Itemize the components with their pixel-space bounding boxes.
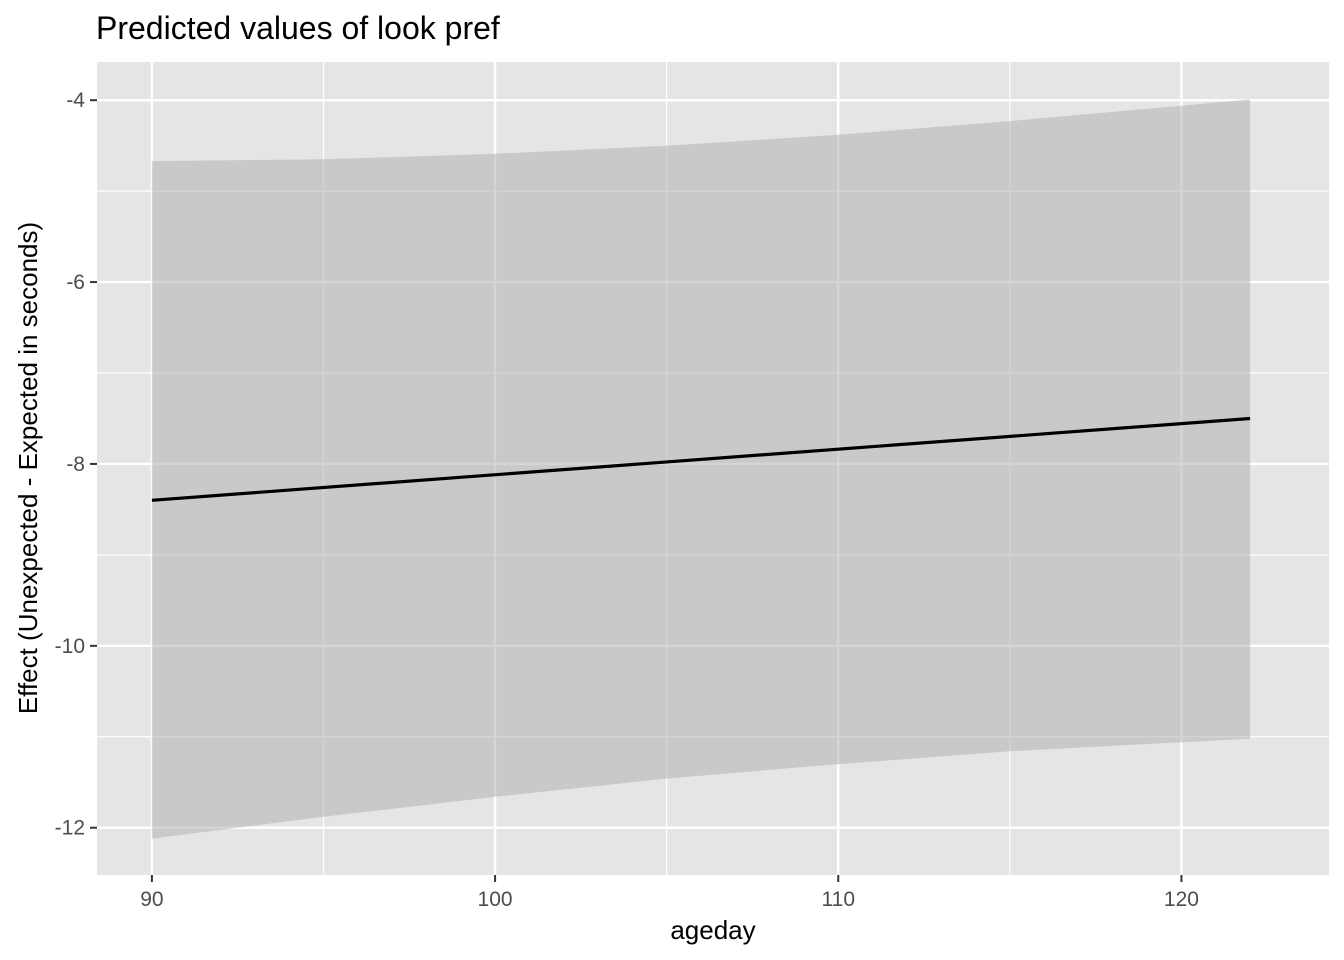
x-tick-label: 100 — [478, 888, 513, 911]
y-tick-label: -12 — [55, 817, 85, 840]
x-axis-title: ageday — [670, 915, 755, 945]
y-axis-ticks: -12 -10 -8 -6 -4 — [55, 89, 97, 840]
x-axis-ticks: 90 100 110 120 — [140, 875, 1199, 911]
chart-title: Predicted values of look pref — [96, 10, 500, 46]
y-axis-title: Effect (Unexpected - Expected in seconds… — [13, 222, 43, 714]
x-tick-label: 120 — [1164, 888, 1199, 911]
y-tick-label: -6 — [66, 271, 85, 294]
prediction-lines — [151, 416, 1251, 502]
y-tick-label: -10 — [55, 635, 85, 658]
y-tick-label: -8 — [66, 453, 85, 476]
prediction-line — [151, 416, 1251, 502]
x-tick-label: 90 — [140, 888, 163, 911]
confidence-ribbon — [151, 99, 1251, 839]
y-tick-label: -4 — [66, 89, 85, 112]
x-tick-label: 110 — [822, 888, 855, 911]
